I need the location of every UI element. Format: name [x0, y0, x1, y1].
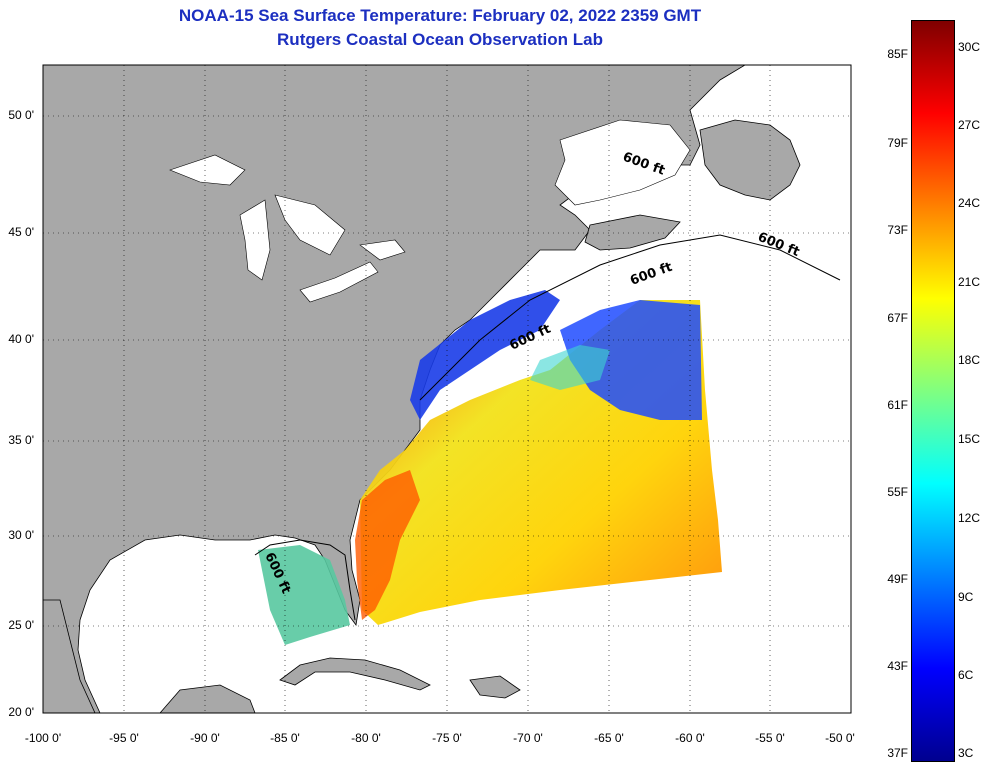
sst-gulf-stream [355, 470, 420, 620]
great-lakes [169, 154, 406, 303]
temperature-colorbar [911, 20, 955, 762]
lat-label: 40 0' [8, 332, 34, 346]
contour-600ft [254, 234, 841, 621]
colorbar-c-label: 12C [958, 511, 981, 525]
map-subtitle: Rutgers Coastal Ocean Observation Lab [277, 30, 603, 49]
colorbar-c-label: 18C [958, 353, 981, 367]
colorbar-f-label: 37F [887, 746, 908, 760]
sst-gulf-patch [258, 545, 350, 645]
lat-label: 50 0' [8, 108, 34, 122]
colorbar-f-label: 49F [887, 572, 908, 586]
graticule [43, 65, 851, 713]
lon-label: -75 0' [432, 731, 462, 745]
colorbar-f-label: 67F [887, 311, 908, 325]
colorbar-f-label: 43F [887, 659, 908, 673]
gulf-st-lawrence [554, 119, 691, 206]
colorbar-f-label: 73F [887, 223, 908, 237]
colorbar-c-label: 6C [958, 668, 974, 682]
lon-label: -80 0' [351, 731, 381, 745]
colorbar-f-label: 79F [887, 136, 908, 150]
lat-label: 30 0' [8, 528, 34, 542]
sst-cool-band [530, 345, 610, 390]
sst-cold-shelf [410, 290, 560, 420]
land-nova-scotia [584, 214, 681, 251]
lon-label: -50 0' [825, 731, 855, 745]
land-newfoundland [699, 119, 801, 201]
colorbar-c-label: 24C [958, 196, 981, 210]
colorbar-c-label: 9C [958, 590, 974, 604]
map-frame [42, 64, 852, 714]
colorbar-f-label: 85F [887, 47, 908, 61]
map-title: NOAA-15 Sea Surface Temperature: Februar… [178, 6, 702, 25]
lon-label: -60 0' [675, 731, 705, 745]
lat-label: 20 0' [8, 705, 34, 719]
lat-label: 45 0' [8, 225, 34, 239]
lon-label: -90 0' [190, 731, 220, 745]
lon-label: -100 0' [24, 731, 62, 745]
lon-label: -70 0' [513, 731, 543, 745]
land-mexico [43, 599, 96, 713]
land-yucatan [159, 684, 256, 713]
colorbar-c-label: 21C [958, 275, 981, 289]
colorbar-c-label: 27C [958, 118, 981, 132]
colorbar-c-label: 30C [958, 40, 981, 54]
lat-label: 35 0' [8, 433, 34, 447]
colorbar-f-label: 61F [887, 398, 908, 412]
land-hispaniola [469, 675, 521, 699]
lon-label: -95 0' [109, 731, 139, 745]
lon-label: -85 0' [270, 731, 300, 745]
colorbar-c-label: 3C [958, 746, 974, 760]
land-cuba [279, 657, 431, 691]
lat-label: 25 0' [8, 618, 34, 632]
colorbar-c-label: 15C [958, 432, 981, 446]
lon-label: -55 0' [755, 731, 785, 745]
colorbar-f-label: 55F [887, 485, 908, 499]
lon-label: -65 0' [594, 731, 624, 745]
sst-cold-north [560, 300, 702, 420]
